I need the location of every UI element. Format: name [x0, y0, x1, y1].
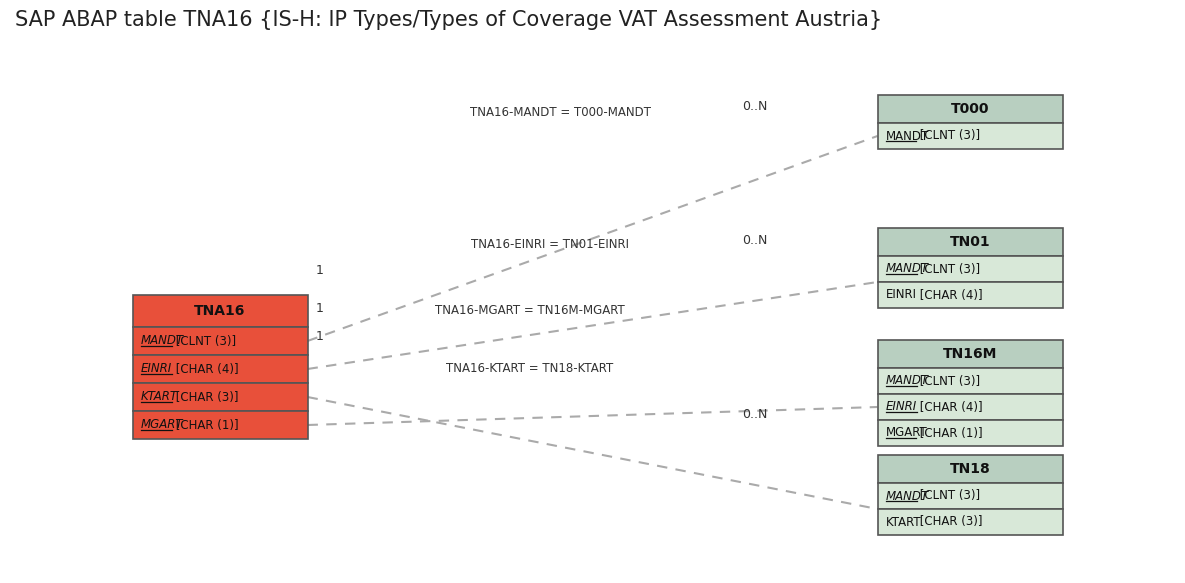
Bar	[133, 295, 307, 327]
Bar	[133, 383, 307, 411]
Text: 1: 1	[316, 331, 324, 343]
Text: EINRI: EINRI	[885, 401, 917, 413]
Text: [CHAR (4)]: [CHAR (4)]	[916, 401, 984, 413]
Text: TN16M: TN16M	[943, 347, 998, 361]
Text: 1: 1	[316, 301, 324, 314]
Text: 0..N: 0..N	[742, 409, 768, 422]
Text: MGART: MGART	[141, 419, 182, 431]
Text: [CHAR (1)]: [CHAR (1)]	[916, 427, 982, 440]
Text: KTART: KTART	[885, 515, 921, 529]
Bar	[878, 509, 1063, 535]
Bar	[878, 123, 1063, 149]
Text: EINRI: EINRI	[885, 289, 916, 301]
Bar	[878, 228, 1063, 256]
Bar	[878, 282, 1063, 308]
Text: [CHAR (1)]: [CHAR (1)]	[172, 419, 238, 431]
Text: [CLNT (3)]: [CLNT (3)]	[916, 129, 980, 142]
Text: [CLNT (3)]: [CLNT (3)]	[916, 490, 981, 503]
Text: [CHAR (4)]: [CHAR (4)]	[916, 289, 982, 301]
Text: TNA16-EINRI = TN01-EINRI: TNA16-EINRI = TN01-EINRI	[470, 238, 629, 251]
Bar	[878, 483, 1063, 509]
Text: [CHAR (3)]: [CHAR (3)]	[916, 515, 982, 529]
Text: 1: 1	[316, 264, 324, 276]
Text: TNA16-MANDT = T000-MANDT: TNA16-MANDT = T000-MANDT	[469, 107, 651, 120]
Text: EINRI: EINRI	[141, 363, 172, 375]
Text: TNA16-KTART = TN18-KTART: TNA16-KTART = TN18-KTART	[447, 361, 614, 374]
Text: [CHAR (4)]: [CHAR (4)]	[172, 363, 238, 375]
Bar	[878, 256, 1063, 282]
Text: [CLNT (3)]: [CLNT (3)]	[916, 374, 981, 388]
Text: TN18: TN18	[949, 462, 991, 476]
Text: KTART: KTART	[141, 391, 178, 403]
Text: SAP ABAP table TNA16 {IS-H: IP Types/Types of Coverage VAT Assessment Austria}: SAP ABAP table TNA16 {IS-H: IP Types/Typ…	[15, 10, 882, 30]
Bar	[878, 368, 1063, 394]
Text: MGART: MGART	[885, 427, 927, 440]
Text: MANDT: MANDT	[885, 129, 929, 142]
Bar	[878, 394, 1063, 420]
Text: TNA16: TNA16	[194, 304, 245, 318]
Bar	[878, 455, 1063, 483]
Text: T000: T000	[950, 102, 989, 116]
Text: [CLNT (3)]: [CLNT (3)]	[916, 262, 981, 276]
Bar	[878, 420, 1063, 446]
Text: MANDT: MANDT	[885, 490, 929, 503]
Text: [CLNT (3)]: [CLNT (3)]	[172, 335, 236, 347]
Bar	[878, 340, 1063, 368]
Bar	[133, 355, 307, 383]
Text: [CHAR (3)]: [CHAR (3)]	[172, 391, 238, 403]
Text: MANDT: MANDT	[885, 374, 929, 388]
Text: 0..N: 0..N	[742, 234, 768, 247]
Bar	[878, 95, 1063, 123]
Bar	[133, 411, 307, 439]
Text: MANDT: MANDT	[885, 262, 929, 276]
Text: 0..N: 0..N	[742, 100, 768, 114]
Text: TNA16-MGART = TN16M-MGART: TNA16-MGART = TN16M-MGART	[435, 304, 624, 317]
Bar	[133, 327, 307, 355]
Text: TN01: TN01	[949, 235, 991, 249]
Text: MANDT: MANDT	[141, 335, 184, 347]
